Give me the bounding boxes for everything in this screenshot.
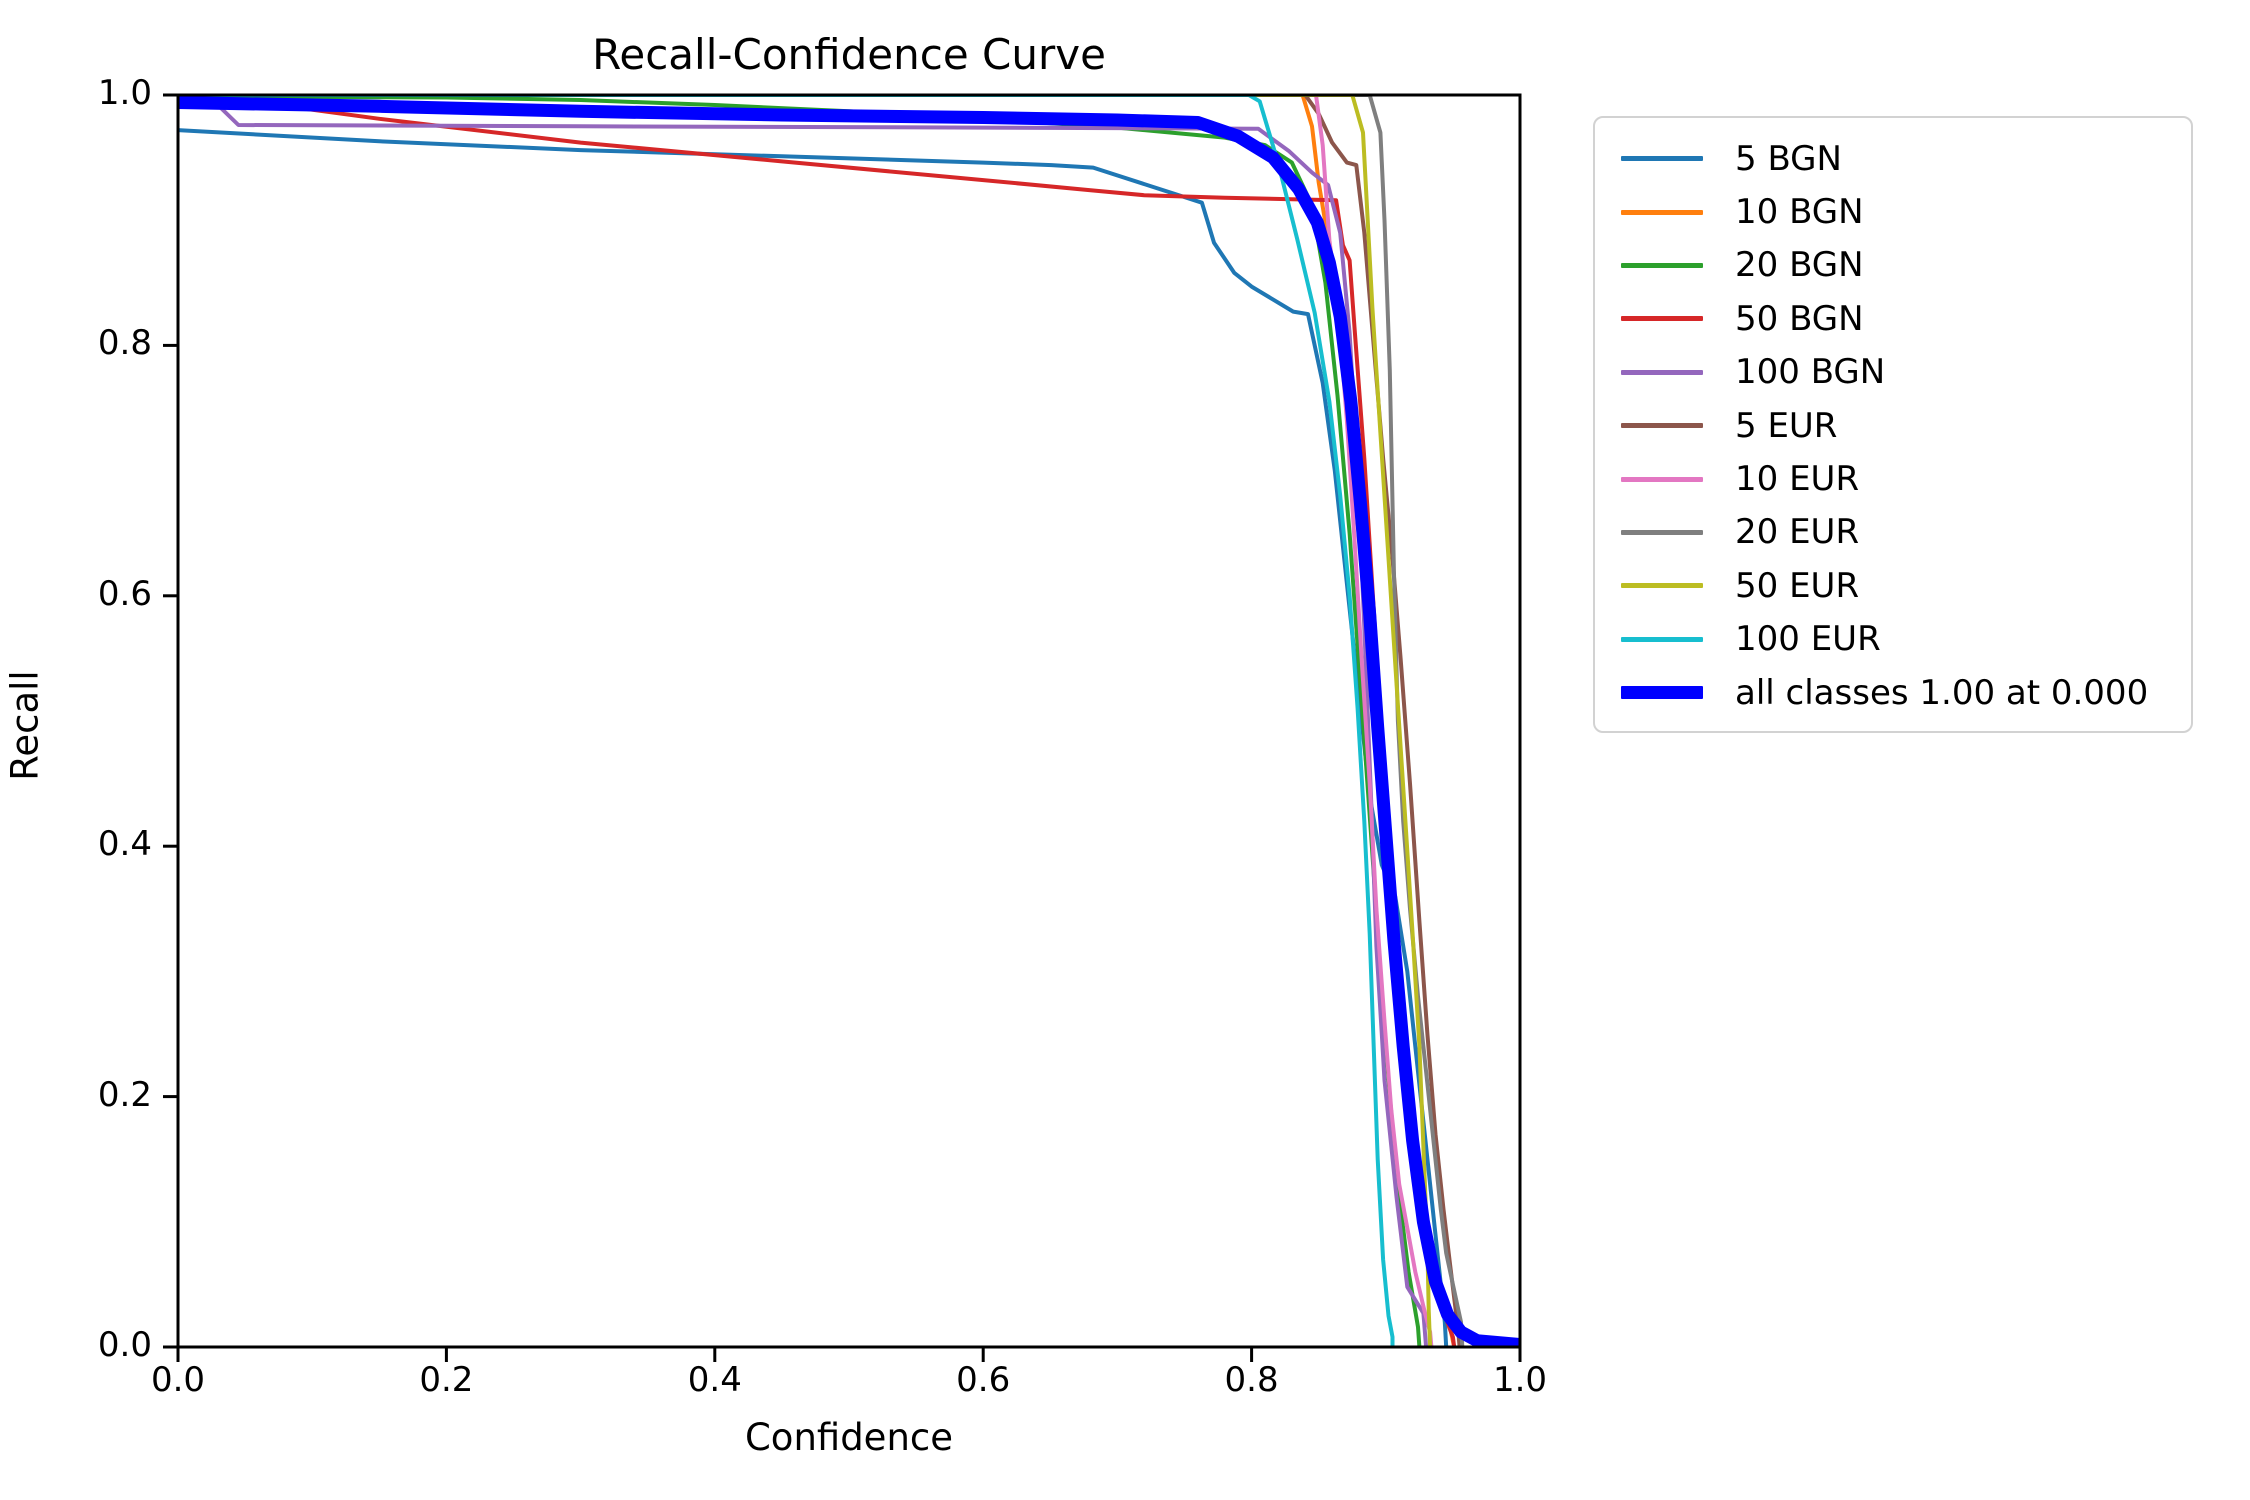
curve-100-bgn — [178, 95, 1429, 1347]
legend-line-sample — [1621, 316, 1703, 322]
legend-item: 50 EUR — [1621, 559, 2191, 612]
legend-item-label: 20 BGN — [1735, 245, 1864, 286]
curve-20-eur — [178, 95, 1465, 1347]
legend-item: 10 EUR — [1621, 452, 2191, 505]
legend-line-sample — [1621, 529, 1703, 535]
x-axis-label: Confidence — [744, 1416, 954, 1459]
legend-item-label: 10 EUR — [1735, 459, 1860, 500]
legend-line-sample — [1621, 262, 1703, 268]
legend-item: 20 EUR — [1621, 506, 2191, 559]
legend-item-label: 50 BGN — [1735, 298, 1864, 339]
legend-item: all classes 1.00 at 0.000 — [1621, 666, 2191, 719]
curve-10-bgn — [178, 95, 1457, 1347]
legend-item: 5 EUR — [1621, 399, 2191, 452]
legend: 5 BGN 10 BGN 20 BGN 50 BGN 100 BGN 5 EUR 10 EU… — [1593, 116, 2193, 733]
y-tick-label: 0.0 — [97, 1325, 152, 1365]
y-tick-label: 0.2 — [97, 1074, 152, 1115]
legend-item: 20 BGN — [1621, 239, 2191, 292]
x-tick-label: 0.4 — [687, 1360, 742, 1400]
curve-20-bgn — [178, 95, 1422, 1347]
y-tick-label: 0.6 — [97, 573, 152, 614]
legend-item-label: 100 BGN — [1735, 352, 1886, 393]
legend-item-label: 5 BGN — [1735, 138, 1842, 179]
legend-item-label: 100 EUR — [1735, 619, 1881, 660]
legend-item-label: 10 BGN — [1735, 192, 1864, 233]
legend-line-sample — [1621, 423, 1703, 429]
y-tick-label: 0.8 — [97, 323, 152, 364]
legend-item-label: 5 EUR — [1735, 405, 1838, 446]
legend-item: 5 BGN — [1621, 132, 2191, 185]
x-tick-label: 0.0 — [150, 1360, 206, 1400]
chart-title: Recall-Confidence Curve — [592, 30, 1106, 79]
curve-50-bgn — [178, 95, 1457, 1347]
legend-line-sample — [1621, 476, 1703, 482]
curve-all-classes-1.00-at-0.000 — [178, 96, 1520, 1347]
axes-spines — [176, 93, 1522, 1349]
x-tick-label: 0.2 — [419, 1360, 474, 1400]
y-axis-label: Recall — [3, 670, 47, 781]
y-tick-label: 1.0 — [97, 73, 152, 113]
legend-item-label: 50 EUR — [1735, 565, 1860, 606]
legend-item-label: all classes 1.00 at 0.000 — [1735, 672, 2149, 713]
legend-line-sample — [1621, 636, 1703, 642]
curve-50-eur — [178, 95, 1433, 1347]
legend-line-sample — [1621, 369, 1703, 375]
x-tick-label: 0.6 — [956, 1360, 1011, 1400]
y-tick-label: 0.4 — [97, 824, 152, 865]
legend-line-sample — [1621, 686, 1703, 700]
legend-line-sample — [1621, 583, 1703, 589]
legend-item: 100 EUR — [1621, 613, 2191, 666]
x-tick-label: 1.0 — [1492, 1360, 1548, 1400]
x-tick-label: 0.8 — [1224, 1360, 1279, 1400]
legend-item: 100 BGN — [1621, 346, 2191, 399]
legend-line-sample — [1621, 156, 1703, 162]
legend-item: 10 BGN — [1621, 185, 2191, 238]
curve-5-bgn — [178, 128, 1449, 1347]
legend-item-label: 20 EUR — [1735, 512, 1860, 553]
curve-10-eur — [178, 95, 1434, 1347]
curve-100-eur — [178, 95, 1395, 1347]
curve-5-eur — [178, 95, 1462, 1347]
legend-item: 50 BGN — [1621, 292, 2191, 345]
legend-line-sample — [1621, 209, 1703, 215]
